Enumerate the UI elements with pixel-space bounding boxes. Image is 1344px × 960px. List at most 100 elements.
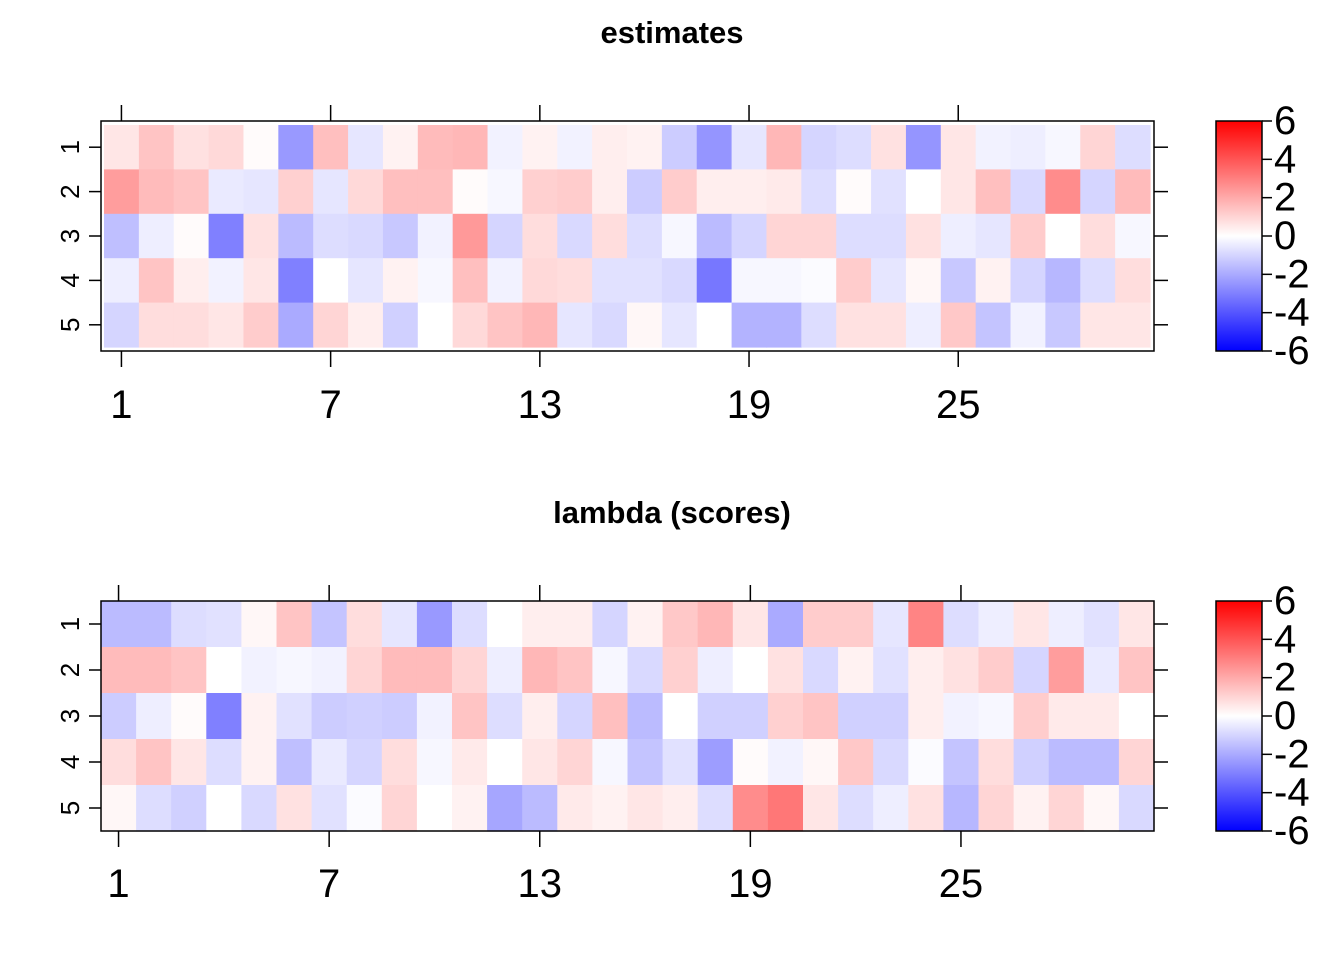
heatmap-cell bbox=[101, 601, 137, 648]
heatmap-cell bbox=[943, 647, 980, 694]
heatmap-cell bbox=[661, 258, 698, 304]
colorbar-tick-label: -6 bbox=[1274, 329, 1310, 373]
heatmap-cell bbox=[908, 601, 944, 648]
heatmap-cell bbox=[1048, 785, 1085, 832]
heatmap-cell bbox=[522, 213, 558, 259]
heatmap-cell bbox=[487, 258, 523, 304]
heatmap-cell bbox=[801, 258, 837, 304]
heatmap-cell bbox=[278, 302, 314, 348]
heatmap-cell bbox=[557, 302, 593, 348]
heatmap-cell bbox=[732, 693, 769, 740]
heatmap-cell bbox=[557, 739, 593, 786]
x-tick-label: 25 bbox=[939, 862, 984, 906]
heatmap-cell bbox=[1010, 258, 1046, 304]
heatmap-cell bbox=[905, 258, 942, 304]
heatmap-cell bbox=[1010, 125, 1046, 170]
heatmap-cell bbox=[731, 258, 768, 304]
heatmap-cell bbox=[416, 785, 453, 832]
heatmap-cell bbox=[104, 258, 140, 304]
heatmap-cell bbox=[943, 693, 980, 740]
heatmap-cell bbox=[171, 647, 207, 694]
heatmap-cell bbox=[803, 693, 839, 740]
heatmap-cell bbox=[905, 302, 942, 348]
heatmap-cell bbox=[905, 125, 942, 170]
heatmap-cell bbox=[346, 739, 383, 786]
heatmap-cell bbox=[101, 693, 137, 740]
heatmap-cell bbox=[452, 739, 488, 786]
y-tick-label: 2 bbox=[55, 184, 85, 198]
heatmap-cell bbox=[208, 213, 245, 259]
heatmap-cell bbox=[206, 647, 242, 694]
heatmap-cell bbox=[767, 693, 804, 740]
heatmap-cell bbox=[1083, 739, 1120, 786]
heatmap-cell bbox=[1118, 785, 1155, 832]
x-axis: 1 7 13 19 25 bbox=[110, 105, 980, 427]
colorbar-gradient bbox=[1215, 600, 1263, 832]
heatmap-cell bbox=[241, 693, 278, 740]
heatmap-cell bbox=[557, 785, 593, 832]
heatmap-cell bbox=[627, 302, 663, 348]
heatmap-cell bbox=[696, 213, 733, 259]
heatmap-cell bbox=[136, 693, 172, 740]
heatmap-cell bbox=[662, 693, 699, 740]
heatmap-cell bbox=[417, 169, 454, 215]
heatmap-cell bbox=[381, 601, 418, 648]
heatmap-cell bbox=[627, 785, 664, 832]
heatmap-cell bbox=[1045, 125, 1081, 170]
heatmap-cell bbox=[696, 302, 733, 348]
heatmap-cell bbox=[627, 213, 663, 259]
colorbar-tick-label: 0 bbox=[1274, 214, 1296, 258]
heatmap-cell bbox=[348, 169, 384, 215]
heatmap-cell bbox=[838, 739, 874, 786]
heatmap-cell bbox=[557, 647, 593, 694]
heatmap-cell bbox=[697, 785, 734, 832]
x-tick-label: 1 bbox=[110, 383, 132, 427]
y-tick-label: 4 bbox=[55, 755, 85, 769]
colorbar-tick-label: -2 bbox=[1274, 252, 1310, 296]
heatmap-cell bbox=[487, 125, 523, 170]
heatmap-cell bbox=[731, 213, 768, 259]
heatmap-cell bbox=[522, 258, 558, 304]
heatmap-cell bbox=[1083, 647, 1120, 694]
heatmap-cell bbox=[871, 169, 907, 215]
colorbar-tick-label: 2 bbox=[1274, 656, 1296, 700]
heatmap-cell bbox=[662, 647, 699, 694]
heatmap-cell bbox=[1045, 302, 1081, 348]
heatmap-cell bbox=[627, 125, 663, 170]
heatmap-cell bbox=[731, 302, 768, 348]
heatmap-cell bbox=[940, 258, 977, 304]
heatmap-cell bbox=[313, 302, 349, 348]
heatmap-cell bbox=[416, 647, 453, 694]
heatmap-cell bbox=[1045, 169, 1081, 215]
heatmap-cell bbox=[1115, 302, 1151, 348]
heatmap-cell bbox=[136, 739, 172, 786]
heatmap-cell bbox=[1080, 213, 1116, 259]
heatmap-cell bbox=[382, 302, 419, 348]
heatmap-cell bbox=[241, 739, 278, 786]
heatmap-cell bbox=[557, 258, 593, 304]
heatmap-cell bbox=[346, 785, 383, 832]
heatmap-cell bbox=[206, 601, 242, 648]
heatmap-cell bbox=[138, 213, 175, 259]
heatmap-cell bbox=[311, 785, 348, 832]
heatmap-cell bbox=[766, 213, 802, 259]
heatmap-cell bbox=[452, 302, 489, 348]
heatmap-cell bbox=[452, 693, 488, 740]
heatmap-cell bbox=[1118, 693, 1155, 740]
heatmap-cell bbox=[522, 601, 558, 648]
heatmap-cell bbox=[487, 169, 523, 215]
heatmap-cell bbox=[276, 739, 313, 786]
heatmap-cell bbox=[661, 125, 698, 170]
heatmap-cell bbox=[978, 601, 1015, 648]
heatmap-cell bbox=[417, 302, 454, 348]
heatmap-cell bbox=[732, 739, 769, 786]
heatmap-cell bbox=[697, 647, 734, 694]
heatmap-cell bbox=[313, 169, 349, 215]
heatmap-cell bbox=[417, 125, 454, 170]
heatmap-cell bbox=[1080, 258, 1116, 304]
heatmap-cell bbox=[766, 302, 802, 348]
heatmap-cell bbox=[243, 258, 279, 304]
heatmap-cell bbox=[940, 213, 977, 259]
